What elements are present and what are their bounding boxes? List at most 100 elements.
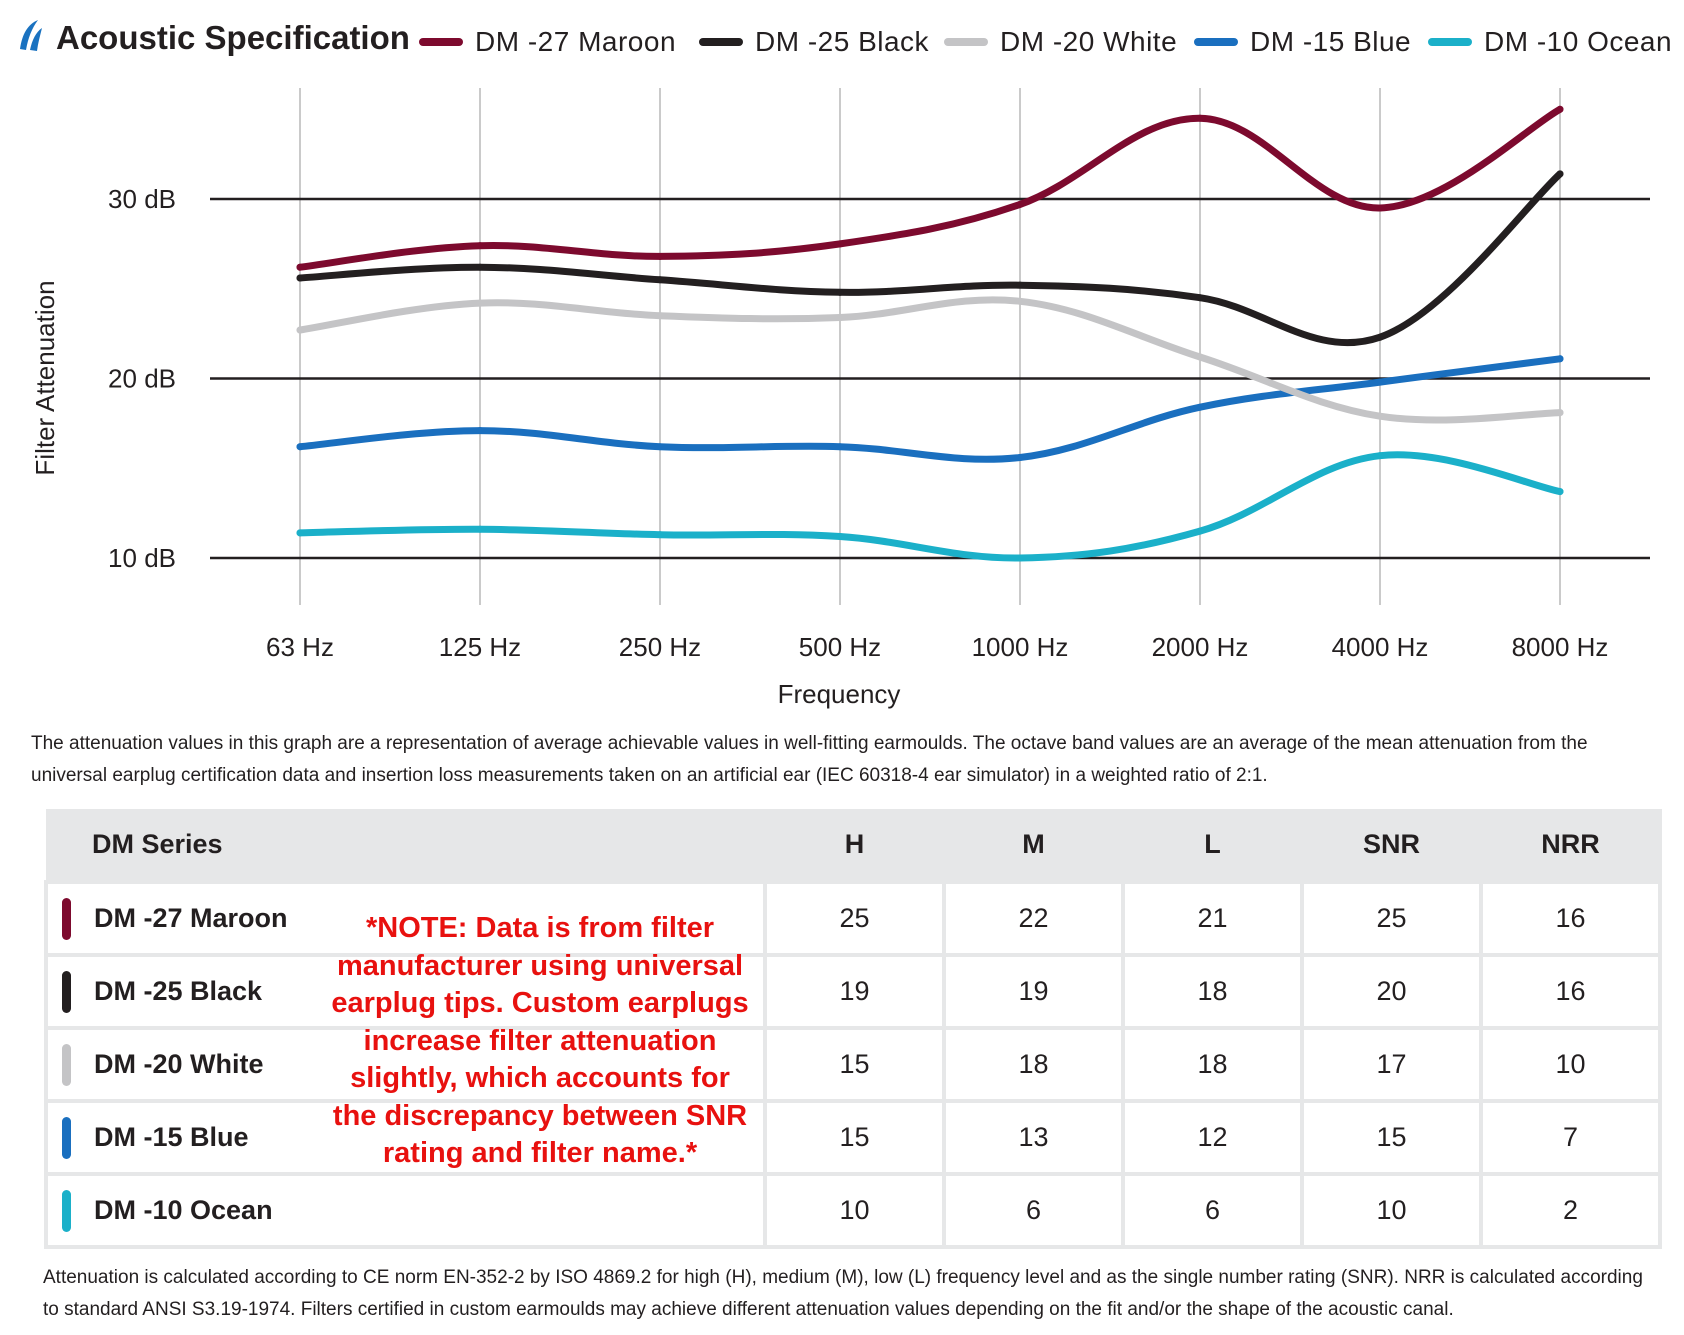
data-point-dm-15-blue — [476, 427, 484, 435]
series-line-dm-10-ocean — [296, 451, 1564, 562]
data-point-dm-15-blue — [296, 443, 304, 451]
x-tick-label: 500 Hz — [799, 632, 881, 662]
table-row: DM -25 Black 19 19 18 20 16 — [44, 953, 1662, 1028]
data-point-dm-25-black — [656, 276, 664, 284]
series-name: DM -27 Maroon — [94, 903, 288, 933]
value-m: 18 — [942, 1026, 1123, 1101]
y-axis-label: Filter Attenuation — [30, 280, 60, 475]
series-name-cell: DM -27 Maroon — [44, 880, 765, 955]
value-h: 15 — [763, 1099, 944, 1174]
data-point-dm-20-white — [656, 312, 664, 320]
data-point-dm-27-maroon — [836, 240, 844, 248]
data-point-dm-20-white — [1376, 412, 1384, 420]
data-point-dm-25-black — [1376, 333, 1384, 341]
data-point-dm-27-maroon — [476, 242, 484, 250]
attenuation-chart: Acoustic Specification DM -27 Maroon DM -… — [20, 19, 1672, 709]
data-point-dm-20-white — [296, 326, 304, 334]
legend-label: DM -25 Black — [755, 26, 930, 57]
series-name: DM -25 Black — [94, 976, 263, 1006]
data-point-dm-27-maroon — [1016, 200, 1024, 208]
color-swatch — [62, 1190, 71, 1232]
value-nrr: 7 — [1479, 1099, 1662, 1174]
data-point-dm-10-ocean — [836, 532, 844, 540]
value-l: 6 — [1121, 1172, 1302, 1249]
series-line-dm-27-maroon — [296, 105, 1564, 271]
series-line-dm-20-white — [296, 296, 1564, 424]
data-point-dm-27-maroon — [296, 263, 304, 271]
legend-label: DM -20 White — [1000, 26, 1177, 57]
value-l: 18 — [1121, 1026, 1302, 1101]
value-nrr: 16 — [1479, 953, 1662, 1028]
data-point-dm-25-black — [836, 288, 844, 296]
series-lines — [296, 105, 1564, 562]
color-swatch — [62, 1044, 71, 1086]
value-l: 12 — [1121, 1099, 1302, 1174]
series-name-cell: DM -15 Blue — [44, 1099, 765, 1174]
value-m: 6 — [942, 1172, 1123, 1249]
red-note: *NOTE: Data is from filter manufacturer … — [331, 912, 749, 1169]
series-name-cell: DM -20 White — [44, 1026, 765, 1101]
data-point-dm-27-maroon — [656, 252, 664, 260]
header-nrr: NRR — [1479, 809, 1662, 882]
series-name: DM -15 Blue — [94, 1122, 249, 1152]
color-swatch — [62, 898, 71, 940]
x-tick-label: 1000 Hz — [972, 632, 1069, 662]
header-dm-series: DM Series — [46, 809, 765, 882]
data-point-dm-10-ocean — [1196, 527, 1204, 535]
y-tick-label: 30 dB — [108, 184, 176, 214]
legend-label: DM -27 Maroon — [475, 26, 676, 57]
value-l: 18 — [1121, 953, 1302, 1028]
data-point-dm-10-ocean — [656, 531, 664, 539]
color-swatch — [62, 1117, 71, 1159]
data-point-dm-15-blue — [836, 443, 844, 451]
series-name-cell: DM -10 Ocean — [44, 1172, 765, 1249]
series-name-cell: DM -25 Black — [44, 953, 765, 1028]
value-m: 22 — [942, 880, 1123, 955]
data-point-dm-27-maroon — [1196, 114, 1204, 122]
x-tick-label: 125 Hz — [439, 632, 521, 662]
value-h: 15 — [763, 1026, 944, 1101]
x-axis-ticks: 63 Hz 125 Hz 250 Hz 500 Hz 1000 Hz 2000 Hz 400… — [266, 632, 1608, 662]
series-name: DM -20 White — [94, 1049, 264, 1079]
x-tick-label: 8000 Hz — [1512, 632, 1609, 662]
color-swatch — [62, 971, 71, 1013]
x-tick-label: 2000 Hz — [1152, 632, 1249, 662]
series-line-dm-15-blue — [296, 355, 1564, 463]
data-point-dm-25-black — [296, 274, 304, 282]
table-row: DM -20 White 15 18 18 17 10 — [44, 1026, 1662, 1101]
data-point-dm-25-black — [1016, 281, 1024, 289]
data-point-dm-15-blue — [656, 443, 664, 451]
data-point-dm-20-white — [1556, 409, 1564, 417]
header-snr: SNR — [1300, 809, 1481, 882]
data-point-dm-25-black — [1196, 294, 1204, 302]
value-snr: 17 — [1300, 1026, 1481, 1101]
value-snr: 15 — [1300, 1099, 1481, 1174]
data-point-dm-20-white — [836, 313, 844, 321]
value-snr: 10 — [1300, 1172, 1481, 1249]
table-row: DM -27 Maroon 25 22 21 25 16 — [44, 880, 1662, 955]
data-point-dm-27-maroon — [1376, 204, 1384, 212]
legend: DM -27 Maroon DM -25 Black DM -20 White DM … — [419, 26, 1672, 57]
table-row: DM -10 Ocean 10 6 6 10 2 — [44, 1172, 1662, 1249]
data-point-dm-20-white — [1196, 353, 1204, 361]
value-l: 21 — [1121, 880, 1302, 955]
value-h: 25 — [763, 880, 944, 955]
value-h: 10 — [763, 1172, 944, 1249]
data-point-dm-10-ocean — [1016, 554, 1024, 562]
x-axis-label: Frequency — [778, 679, 901, 709]
value-h: 19 — [763, 953, 944, 1028]
header-h: H — [763, 809, 944, 882]
y-tick-label: 10 dB — [108, 543, 176, 573]
x-tick-label: 63 Hz — [266, 632, 334, 662]
data-point-dm-15-blue — [1016, 453, 1024, 461]
data-point-dm-10-ocean — [1376, 452, 1384, 460]
data-point-dm-10-ocean — [476, 525, 484, 533]
chart-title: Acoustic Specification — [56, 19, 410, 56]
header-l: L — [1121, 809, 1302, 882]
footnote: Attenuation is calculated according to C… — [43, 1267, 1643, 1320]
value-snr: 25 — [1300, 880, 1481, 955]
data-point-dm-20-white — [1016, 297, 1024, 305]
value-snr: 20 — [1300, 953, 1481, 1028]
title-group: Acoustic Specification — [20, 19, 410, 56]
value-nrr: 10 — [1479, 1026, 1662, 1101]
